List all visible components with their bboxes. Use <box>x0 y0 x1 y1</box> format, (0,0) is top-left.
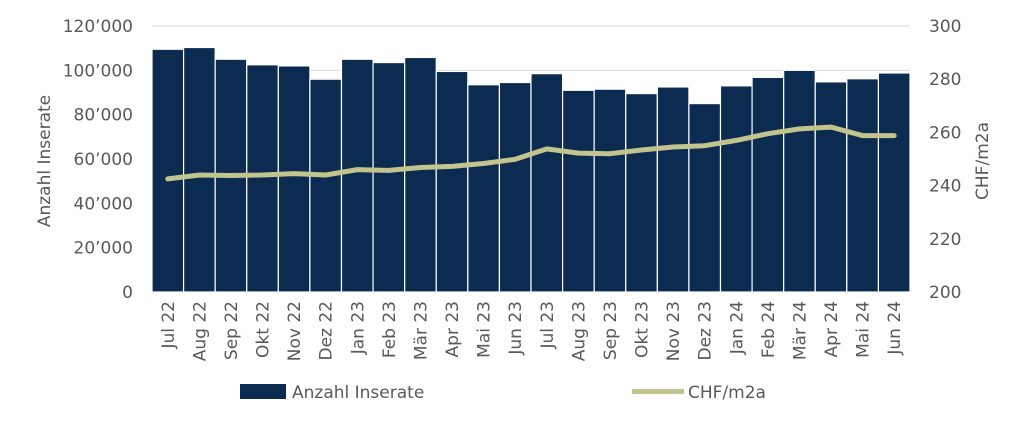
x-tick-label: Apr 24 <box>822 301 842 357</box>
x-tick-label: Dez 23 <box>696 301 716 361</box>
bar-11 <box>498 81 532 293</box>
bar-19 <box>751 76 785 293</box>
right-tick-label: 200 <box>929 283 961 303</box>
bar-18 <box>719 85 753 293</box>
legend-swatch-anzahl-inserate <box>240 384 286 399</box>
x-tick-label: Nov 22 <box>285 301 305 361</box>
x-tick-label: Jul 22 <box>159 301 179 350</box>
left-axis-title: Anzahl Inserate <box>35 95 55 227</box>
bar-15 <box>625 93 658 293</box>
right-tick-label: 280 <box>929 70 961 90</box>
x-tick-label: Jan 23 <box>348 301 368 355</box>
right-tick-label: 260 <box>929 123 961 143</box>
bar-17 <box>688 102 722 293</box>
bar-16 <box>656 86 690 293</box>
bar-9 <box>435 70 469 293</box>
bar-4 <box>277 65 311 293</box>
right-axis-title: CHF/m2a <box>973 122 993 200</box>
bar-1 <box>182 46 216 293</box>
left-axis-ticks: 0 20’000 40’000 60’000 80’000 100’000 120’000 <box>63 17 133 303</box>
bar-14 <box>593 88 627 293</box>
x-tick-label: Sep 22 <box>222 301 242 360</box>
left-tick-label: 80’000 <box>74 106 133 126</box>
right-tick-label: 220 <box>929 230 961 250</box>
right-tick-label: 300 <box>929 17 961 37</box>
right-axis-ticks: 200 220 240 260 280 300 <box>929 17 961 303</box>
left-tick-label: 100’000 <box>63 61 133 81</box>
bars <box>151 46 911 293</box>
bar-20 <box>783 69 816 293</box>
bar-13 <box>561 89 595 293</box>
left-tick-label: 20’000 <box>74 239 133 259</box>
left-tick-label: 40’000 <box>74 194 133 214</box>
line-series <box>165 124 897 182</box>
legend-label-chf-m2a: CHF/m2a <box>688 383 766 403</box>
x-axis-ticks: Jul 22 Aug 22 Sep 22 Okt 22 Nov 22 Dez 22 Jan … <box>159 301 905 361</box>
left-tick-label: 120’000 <box>63 17 133 37</box>
bar-10 <box>467 84 501 293</box>
bar-23 <box>877 72 911 293</box>
x-tick-label: Mai 23 <box>475 301 495 358</box>
x-tick-label: Mär 23 <box>412 301 432 360</box>
x-tick-label: Apr 23 <box>443 301 463 357</box>
bar-12 <box>530 73 564 293</box>
bar-6 <box>340 58 374 293</box>
x-tick-label: Nov 23 <box>664 301 684 361</box>
x-tick-label: Sep 23 <box>601 301 621 360</box>
bar-3 <box>246 64 279 293</box>
bar-5 <box>309 78 343 293</box>
left-tick-label: 60’000 <box>74 150 133 170</box>
bar-8 <box>404 56 437 293</box>
bar-22 <box>846 78 880 293</box>
legend: Anzahl Inserate CHF/m2a <box>240 383 766 403</box>
x-tick-label: Okt 22 <box>254 301 274 358</box>
x-tick-label: Mär 24 <box>791 301 811 360</box>
legend-label-anzahl-inserate: Anzahl Inserate <box>292 383 424 403</box>
left-tick-label: 0 <box>122 283 133 303</box>
line-chf-m2a <box>165 124 897 182</box>
x-tick-label: Jun 23 <box>506 301 526 356</box>
bar-21 <box>814 81 848 293</box>
x-tick-label: Jun 24 <box>885 301 905 356</box>
x-tick-label: Aug 22 <box>190 301 210 361</box>
bar-0 <box>151 48 185 293</box>
x-tick-label: Mai 24 <box>854 301 874 358</box>
bar-7 <box>372 61 406 293</box>
x-tick-label: Dez 22 <box>317 301 337 361</box>
x-tick-label: Jan 24 <box>727 301 747 355</box>
x-tick-label: Jul 23 <box>538 301 558 350</box>
right-tick-label: 240 <box>929 177 961 197</box>
x-tick-label: Aug 23 <box>569 301 589 361</box>
x-tick-label: Okt 23 <box>633 301 653 358</box>
x-tick-label: Feb 23 <box>380 301 400 358</box>
x-tick-label: Feb 24 <box>759 301 779 358</box>
